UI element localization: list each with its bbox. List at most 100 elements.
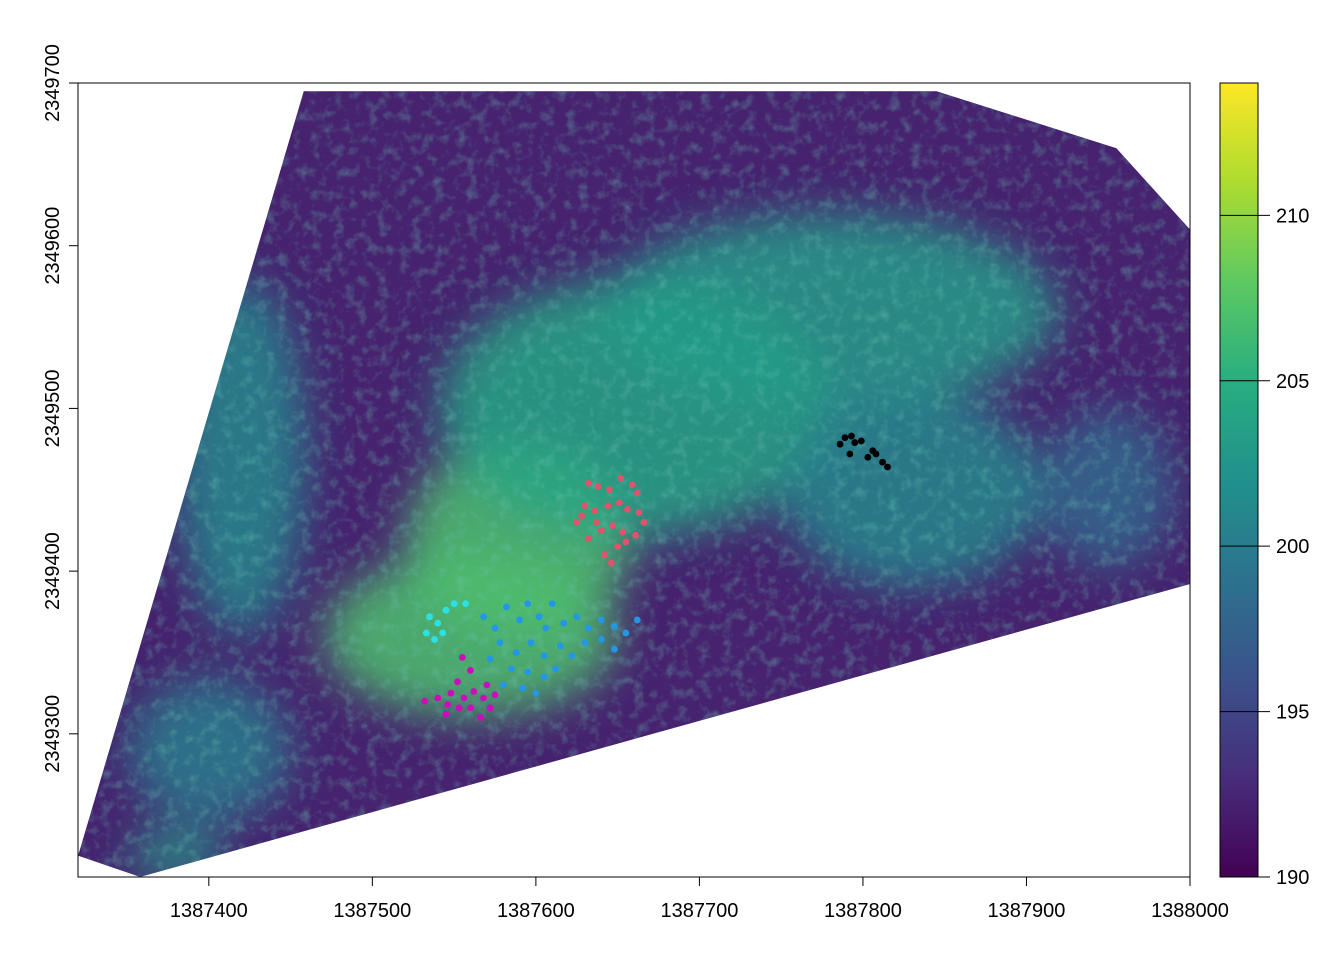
data-point bbox=[884, 463, 891, 471]
data-point bbox=[635, 509, 643, 516]
data-point bbox=[491, 691, 499, 699]
data-point bbox=[548, 600, 556, 608]
data-point bbox=[455, 704, 463, 712]
data-point bbox=[841, 434, 849, 442]
data-point bbox=[628, 481, 636, 489]
data-point bbox=[607, 559, 615, 567]
x-tick-label: 1387500 bbox=[333, 900, 411, 922]
data-point bbox=[851, 439, 859, 446]
x-tick-label: 1387800 bbox=[824, 900, 902, 922]
data-point bbox=[624, 505, 631, 513]
y-tick-label: 2349700 bbox=[42, 44, 64, 122]
colorbar-axis: 190 195 200 205 210 bbox=[1220, 205, 1309, 889]
x-tick-label: 1388000 bbox=[1151, 900, 1229, 922]
data-point bbox=[480, 613, 487, 621]
y-tick-label: 2349400 bbox=[42, 532, 64, 610]
colorbar-tick-label: 190 bbox=[1276, 867, 1309, 889]
data-point bbox=[540, 652, 548, 660]
data-point bbox=[519, 684, 527, 692]
data-point bbox=[524, 600, 532, 608]
data-point bbox=[480, 694, 487, 702]
data-point bbox=[512, 649, 520, 656]
data-point bbox=[584, 624, 592, 632]
data-point bbox=[619, 528, 626, 536]
data-point bbox=[609, 522, 617, 529]
data-point bbox=[476, 714, 484, 721]
data-point bbox=[516, 616, 523, 624]
data-point bbox=[610, 645, 618, 653]
data-point bbox=[594, 483, 602, 490]
data-point bbox=[542, 624, 550, 632]
colorbar-tick-label: 205 bbox=[1276, 371, 1309, 393]
data-point bbox=[601, 551, 608, 559]
data-point bbox=[560, 619, 568, 627]
data-point bbox=[606, 486, 613, 494]
data-point bbox=[591, 507, 599, 515]
data-point bbox=[450, 600, 458, 608]
data-point bbox=[584, 479, 592, 487]
data-point bbox=[573, 518, 581, 526]
colorbar-tick-label: 210 bbox=[1276, 205, 1309, 227]
data-point bbox=[439, 629, 447, 637]
raster-texture bbox=[78, 91, 1190, 877]
data-point bbox=[422, 629, 430, 637]
data-point bbox=[610, 623, 618, 630]
data-point bbox=[640, 518, 648, 526]
data-point bbox=[496, 639, 504, 647]
y-axis: 2349300 2349400 2349500 2349600 2349700 bbox=[42, 44, 79, 773]
data-point bbox=[617, 474, 625, 482]
data-point bbox=[614, 543, 622, 551]
data-point bbox=[444, 701, 451, 708]
data-point bbox=[535, 613, 543, 621]
x-tick-label: 1387400 bbox=[170, 900, 248, 922]
data-point bbox=[879, 458, 886, 466]
data-point bbox=[584, 535, 592, 542]
data-point bbox=[632, 531, 640, 539]
data-point bbox=[573, 613, 581, 621]
data-point bbox=[622, 629, 630, 637]
data-point bbox=[458, 653, 466, 661]
data-point bbox=[421, 697, 429, 705]
colorbar-tick-label: 195 bbox=[1276, 702, 1309, 724]
data-point bbox=[633, 616, 641, 624]
data-point bbox=[597, 616, 605, 624]
data-point bbox=[615, 499, 623, 507]
data-point bbox=[836, 440, 844, 448]
point-series bbox=[421, 432, 891, 721]
data-point bbox=[442, 710, 450, 718]
data-point bbox=[568, 652, 576, 660]
data-point bbox=[581, 502, 589, 510]
data-point bbox=[467, 704, 474, 712]
data-point bbox=[524, 668, 532, 676]
colorbar bbox=[1219, 82, 1259, 878]
colorbar-tick-label: 200 bbox=[1276, 536, 1309, 558]
data-point bbox=[467, 666, 474, 674]
x-tick-label: 1387900 bbox=[988, 900, 1066, 922]
data-point bbox=[503, 603, 510, 611]
y-tick-label: 2349500 bbox=[42, 369, 64, 447]
data-point bbox=[592, 518, 600, 526]
data-point bbox=[527, 639, 535, 647]
data-point bbox=[486, 704, 494, 712]
data-point bbox=[491, 624, 499, 632]
data-point bbox=[872, 450, 880, 458]
data-point bbox=[486, 655, 494, 663]
data-point bbox=[540, 673, 548, 681]
data-point bbox=[622, 538, 630, 546]
x-tick-label: 1387600 bbox=[497, 900, 575, 922]
data-point bbox=[532, 689, 540, 697]
data-point bbox=[578, 512, 586, 520]
data-point bbox=[453, 678, 461, 686]
data-point bbox=[460, 694, 468, 702]
data-point bbox=[462, 600, 469, 608]
data-point bbox=[447, 689, 455, 697]
data-point bbox=[434, 694, 442, 702]
data-point bbox=[434, 619, 442, 627]
data-point bbox=[557, 642, 564, 650]
data-point bbox=[426, 613, 433, 621]
data-point bbox=[597, 636, 605, 643]
y-tick-label: 2349600 bbox=[42, 207, 64, 285]
data-point bbox=[507, 665, 515, 673]
data-point bbox=[633, 489, 641, 497]
data-point bbox=[848, 432, 855, 440]
